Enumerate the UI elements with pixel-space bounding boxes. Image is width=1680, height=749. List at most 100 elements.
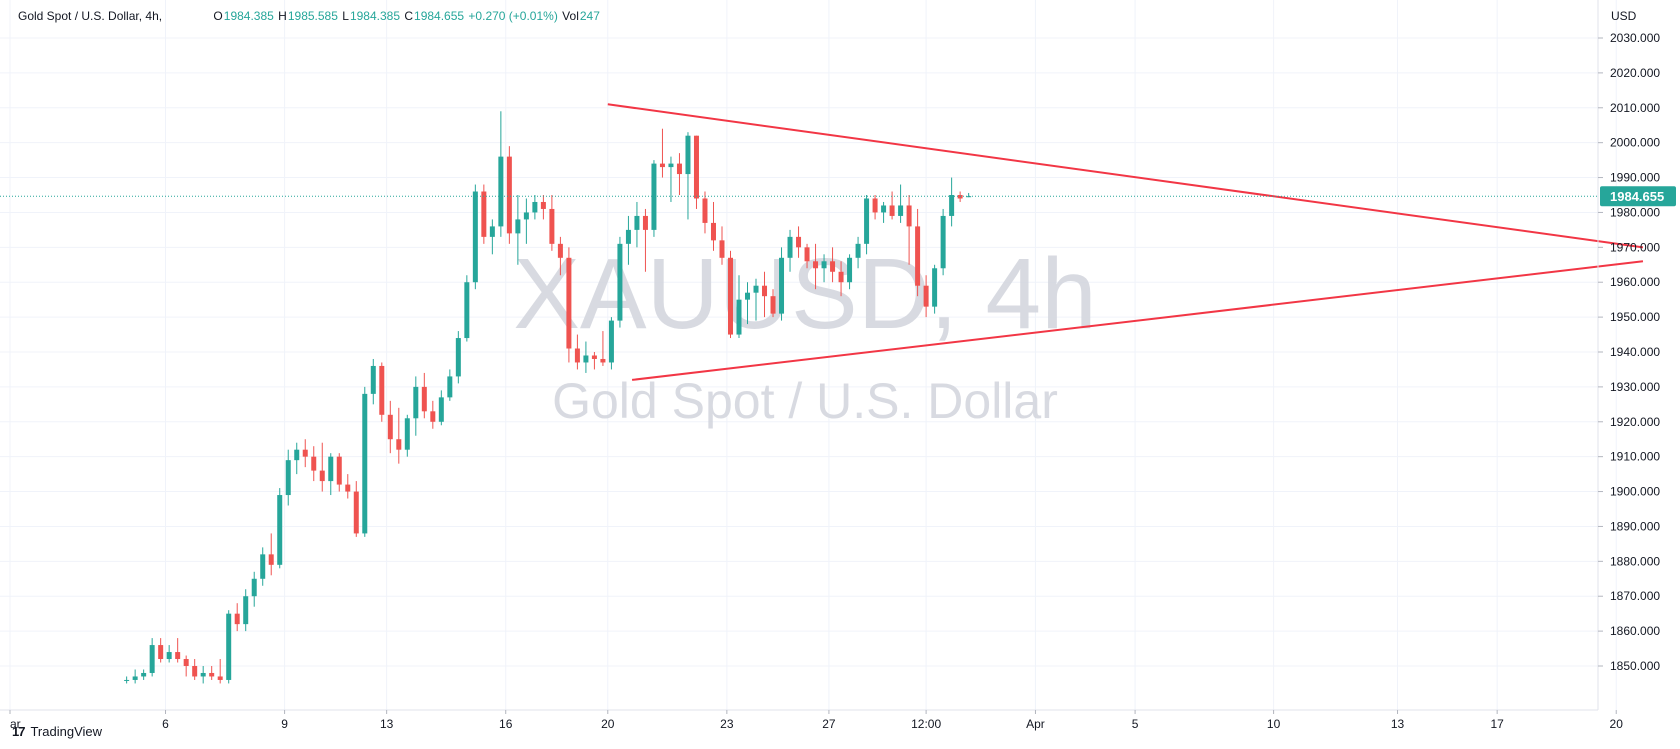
candle <box>736 275 742 339</box>
candle-body <box>608 320 614 363</box>
candle <box>336 453 342 492</box>
open-value: 1984.385 <box>223 9 274 23</box>
volume-value: 247 <box>579 9 600 23</box>
candle <box>651 160 657 237</box>
candle-body <box>668 163 674 168</box>
time-axis[interactable]: ar 6 9 13 16 20 23 27 12:00 Apr 5 10 13 17 20 <box>0 709 1623 731</box>
price-tick-label: 2010.000 <box>1610 101 1660 115</box>
grid <box>0 0 1617 710</box>
candle-body <box>796 236 802 248</box>
candle-body <box>762 285 768 297</box>
candle-body <box>736 299 742 335</box>
tradingview-logo-icon: 17 <box>12 724 26 739</box>
candle <box>217 659 223 684</box>
candle-body <box>898 205 904 216</box>
high-value: 1985.585 <box>287 9 338 23</box>
candle-body <box>625 229 631 244</box>
candle <box>481 184 487 244</box>
candle <box>396 407 402 464</box>
candle-body <box>889 205 895 216</box>
price-tick-label: 1860.000 <box>1610 624 1660 638</box>
candle-body <box>702 198 708 223</box>
candle-body <box>464 282 470 339</box>
candle-body <box>779 257 785 314</box>
candle-body <box>396 439 402 450</box>
candle-body <box>957 195 963 199</box>
candle-body <box>540 201 546 209</box>
price-axis[interactable]: 1850.000 1860.000 1870.000 1880.000 1890.000… <box>1597 0 1660 710</box>
candle-body <box>498 156 504 227</box>
candle <box>940 208 946 276</box>
candle-body <box>923 285 929 307</box>
candle-body <box>370 365 376 394</box>
current-price-text: 1984.655 <box>1610 189 1664 204</box>
tradingview-logo[interactable]: 17 TradingView <box>12 724 102 739</box>
candle <box>676 153 682 195</box>
candle <box>183 655 189 677</box>
candle <box>489 219 495 255</box>
candle <box>166 645 172 663</box>
candle <box>625 215 631 265</box>
candle-body <box>753 285 759 293</box>
tradingview-logo-text: TradingView <box>30 724 103 739</box>
candle <box>830 247 836 283</box>
candle-body <box>847 257 853 283</box>
candle <box>591 352 597 370</box>
candle <box>753 278 759 321</box>
candle <box>634 201 640 248</box>
candle <box>872 195 878 220</box>
candle-body <box>557 243 563 258</box>
trendline-lower[interactable] <box>631 260 1644 381</box>
candle-body <box>430 411 436 422</box>
candle <box>438 390 444 426</box>
candle-body <box>319 470 325 482</box>
time-tick-label: 12:00 <box>911 717 941 731</box>
candle-body <box>642 215 648 230</box>
candle <box>523 198 529 244</box>
trendline-upper[interactable] <box>607 103 1644 249</box>
candle <box>455 331 461 384</box>
candle-body <box>328 456 334 482</box>
candle-body <box>881 205 887 213</box>
candle <box>821 254 827 283</box>
candle <box>506 146 512 244</box>
candle-body <box>379 365 385 415</box>
candle-body <box>838 271 844 283</box>
candle <box>328 453 334 496</box>
candle <box>779 247 785 321</box>
candle-body <box>676 163 682 175</box>
time-tick-label: ar <box>10 717 21 731</box>
price-tick-label: 1980.000 <box>1610 205 1660 219</box>
candle <box>804 243 810 269</box>
candle <box>932 264 938 314</box>
candle-body <box>141 672 147 677</box>
candle-body <box>285 460 291 496</box>
candle-body <box>532 201 538 213</box>
candle-body <box>727 257 733 335</box>
close-value: 1984.655 <box>414 9 465 23</box>
candles <box>124 111 972 684</box>
candle-body <box>192 666 198 677</box>
high-label: H <box>278 9 287 23</box>
triangle-trendlines[interactable] <box>607 103 1644 381</box>
candle-body <box>949 195 955 216</box>
candle <box>124 676 130 684</box>
price-tick-label: 2000.000 <box>1610 136 1660 150</box>
candle-body <box>175 652 181 660</box>
candle <box>889 191 895 220</box>
candle <box>532 195 538 220</box>
candle-body <box>260 554 266 579</box>
ohlc-values: O1984.385 H1985.585 L1984.385 C1984.655 … <box>213 9 600 23</box>
candle-body <box>209 672 215 677</box>
candle <box>498 111 504 237</box>
candle-body <box>600 358 606 363</box>
symbol-title[interactable]: Gold Spot / U.S. Dollar, 4h, <box>18 9 163 23</box>
candle-body <box>549 208 555 244</box>
candle <box>949 177 955 227</box>
candle <box>787 229 793 272</box>
candle <box>923 275 929 318</box>
candle <box>549 195 555 251</box>
candle <box>260 547 266 586</box>
